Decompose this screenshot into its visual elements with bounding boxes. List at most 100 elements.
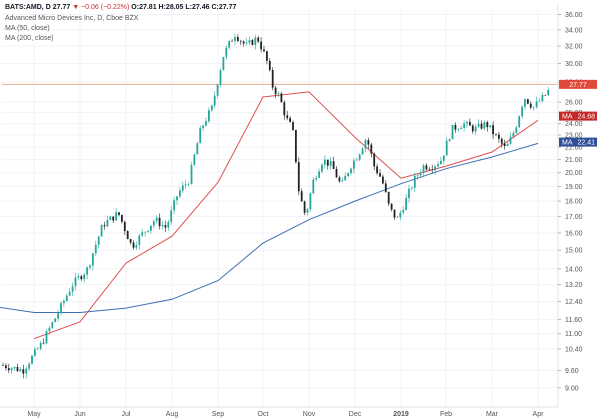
price-tick-label: 9.60: [565, 368, 579, 375]
price-tick-label: 15.00: [565, 248, 583, 255]
candle-up: [135, 244, 138, 248]
grid: [2, 10, 558, 407]
candle-up: [416, 175, 419, 176]
candle-down: [16, 366, 19, 372]
candle-up: [65, 295, 68, 301]
price-tick-label: 17.00: [565, 214, 583, 221]
time-tick-label: Feb: [440, 411, 452, 418]
candle-down: [390, 203, 393, 210]
candle-down: [373, 153, 376, 167]
ma50-tag: [559, 111, 597, 121]
candle-down: [379, 173, 381, 177]
candle-down: [164, 225, 167, 228]
candle-up: [547, 90, 550, 96]
candle-up: [187, 183, 190, 185]
candle-up: [31, 355, 33, 364]
time-tick-label: Sep: [212, 411, 225, 418]
price-tick-label: 13.20: [565, 282, 583, 289]
candle-up: [77, 276, 80, 278]
candle-down: [529, 103, 532, 108]
last-price-tag: [559, 79, 597, 89]
candle-up: [361, 148, 364, 155]
candle-up: [474, 126, 477, 132]
candle-down: [382, 176, 384, 184]
candle-up: [347, 173, 349, 176]
price-tick-label: 23.00: [565, 133, 583, 140]
candle-up: [512, 132, 515, 137]
candle-up: [532, 106, 535, 108]
price-tick-label: 12.40: [565, 299, 583, 306]
candle-down: [271, 69, 274, 88]
candle-up: [463, 123, 465, 128]
candle-up: [445, 140, 448, 156]
candle-up: [97, 236, 100, 245]
candle-up: [54, 318, 57, 323]
ma50-tag-value: 24.68: [577, 114, 595, 121]
candle-down: [471, 125, 474, 132]
candle-down: [480, 123, 483, 129]
candles: [2, 33, 550, 379]
candle-up: [422, 165, 425, 174]
candle-down: [132, 242, 135, 248]
candle-up: [141, 232, 144, 236]
candle-down: [7, 368, 10, 371]
candle-up: [457, 129, 460, 130]
time-tick-label: Apr: [533, 411, 545, 418]
candle-down: [263, 49, 265, 52]
candle-up: [92, 253, 94, 266]
candle-down: [22, 369, 25, 374]
candle-down: [268, 60, 271, 70]
price-tick-label: 11.60: [565, 317, 582, 324]
price-tick-label: 24.00: [565, 121, 583, 128]
candle-up: [106, 219, 109, 227]
candle-down: [283, 102, 286, 116]
candle-up: [318, 171, 320, 178]
time-tick-label: Aug: [166, 411, 179, 418]
candle-up: [312, 179, 315, 194]
candle-up: [434, 166, 436, 171]
price-tick-label: 32.00: [565, 44, 583, 51]
candle-up: [144, 231, 146, 233]
candle-up: [248, 40, 251, 43]
candle-down: [492, 125, 494, 135]
time-tick-label: Dec: [349, 411, 362, 418]
candle-up: [216, 84, 219, 96]
time-axis[interactable]: May Jun Jul Aug Sep Oct Nov Dec 2019 Feb Mar Apr: [0, 406, 558, 418]
candle-up: [219, 70, 222, 85]
candle-up: [68, 291, 71, 296]
candle-up: [234, 36, 236, 42]
candle-down: [376, 166, 378, 174]
candle-up: [213, 95, 216, 106]
candle-down: [387, 191, 390, 204]
candle-up: [437, 164, 439, 167]
candle-down: [242, 41, 245, 44]
candle-up: [210, 105, 213, 111]
price-tick-label: 34.00: [565, 27, 583, 34]
candle-down: [527, 99, 529, 104]
candle-down: [121, 214, 123, 222]
price-tick-label: 21.00: [565, 157, 583, 164]
candle-down: [289, 118, 291, 123]
ma200-tag-name: MA: [562, 140, 573, 147]
candle-down: [251, 40, 254, 45]
candle-up: [483, 122, 486, 129]
candle-up: [344, 175, 347, 181]
candle-up: [19, 369, 22, 372]
time-tick-label: Mar: [486, 411, 499, 418]
time-tick-label: 2019: [393, 411, 409, 418]
candle-up: [74, 277, 77, 287]
candle-down: [286, 115, 289, 119]
legend-description: Advanced Micro Devices Inc, D, Cboe BZX: [5, 15, 139, 22]
candle-up: [222, 57, 225, 71]
price-tick-label: 14.00: [565, 266, 583, 273]
candle-up: [25, 368, 28, 374]
price-tick-label: 22.00: [565, 145, 583, 152]
price-axis[interactable]: 9.00 9.60 10.40 11.00 11.60 12.40 13.20 14.00 15…: [557, 4, 583, 407]
candle-down: [393, 209, 396, 218]
candle-up: [109, 216, 112, 220]
price-tick-label: 11.00: [565, 331, 582, 338]
legend-ma200[interactable]: MA (200, close): [5, 35, 54, 42]
candle-up: [152, 221, 155, 226]
legend-ma50[interactable]: MA (50, close): [5, 25, 50, 32]
